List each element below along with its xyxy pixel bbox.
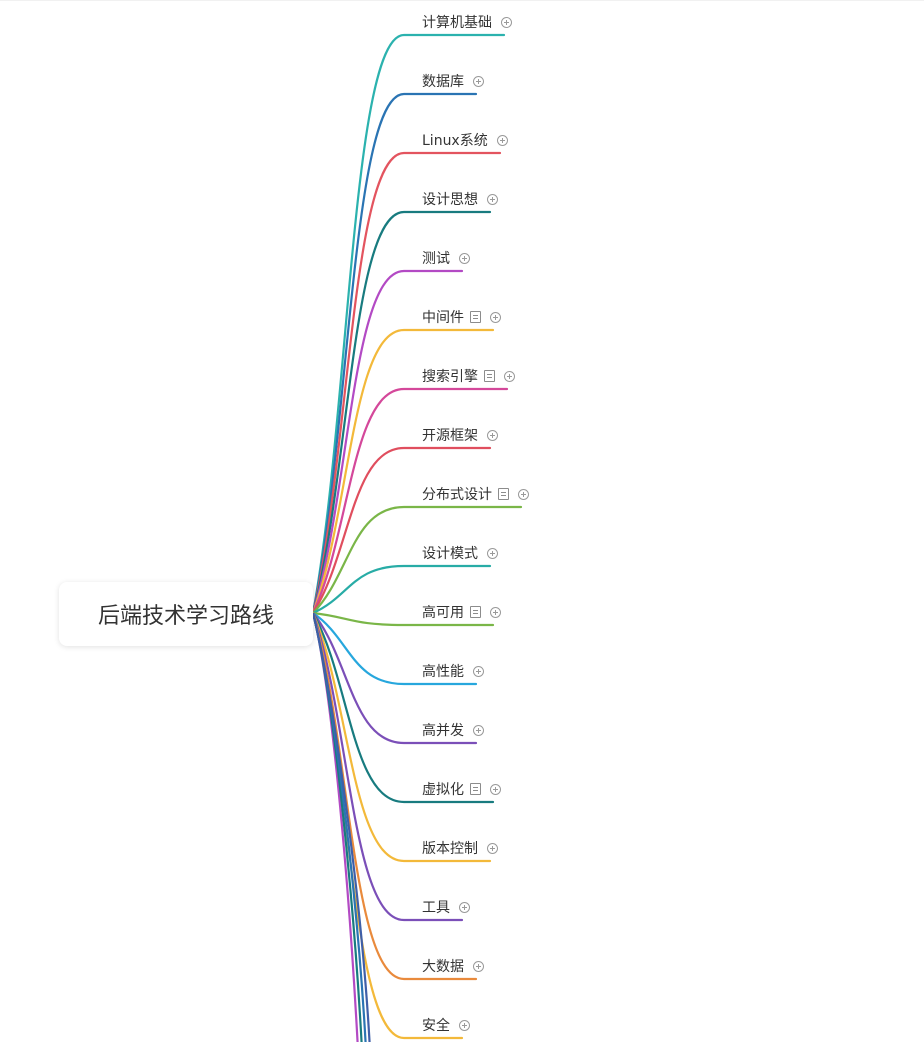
branch-topic[interactable]: Linux系统 bbox=[422, 130, 508, 150]
branch-topic-label: 工具 bbox=[422, 900, 450, 916]
branch-topic-label: 数据库 bbox=[422, 74, 464, 90]
branch-topic-label: 大数据 bbox=[422, 959, 464, 975]
expand-plus-icon[interactable] bbox=[473, 665, 484, 677]
branch-connector bbox=[311, 505, 523, 615]
branch-topic[interactable]: 设计模式 bbox=[422, 543, 498, 563]
branch-topic-label: 测试 bbox=[422, 251, 450, 267]
branch-connector bbox=[311, 564, 492, 615]
expand-plus-icon[interactable] bbox=[490, 311, 501, 323]
branch-topic[interactable]: 虚拟化 bbox=[422, 779, 501, 799]
top-divider bbox=[0, 0, 924, 1]
branch-topic-label: 高性能 bbox=[422, 664, 464, 680]
branch-topic[interactable]: 版本控制 bbox=[422, 838, 498, 858]
branch-topic[interactable]: 测试 bbox=[422, 248, 470, 268]
expand-plus-icon[interactable] bbox=[490, 783, 501, 795]
branch-connector bbox=[311, 151, 502, 615]
branch-topic[interactable]: 工具 bbox=[422, 897, 470, 917]
expand-plus-icon[interactable] bbox=[473, 75, 484, 87]
branch-connector bbox=[311, 611, 495, 627]
branch-topic-label: 高并发 bbox=[422, 723, 464, 739]
note-icon[interactable] bbox=[470, 783, 481, 795]
branch-topic[interactable]: 安全 bbox=[422, 1015, 470, 1035]
expand-plus-icon[interactable] bbox=[490, 606, 501, 618]
note-icon[interactable] bbox=[484, 370, 495, 382]
branch-connector bbox=[311, 387, 509, 615]
expand-plus-icon[interactable] bbox=[487, 842, 498, 854]
offscreen-branch-connector bbox=[311, 612, 371, 1042]
root-topic-label: 后端技术学习路线 bbox=[97, 604, 274, 629]
branch-topic-label: 版本控制 bbox=[422, 841, 478, 857]
branch-connector bbox=[311, 328, 495, 615]
branch-connector bbox=[311, 210, 492, 615]
note-icon[interactable] bbox=[498, 488, 509, 500]
note-icon[interactable] bbox=[470, 606, 481, 618]
expand-plus-icon[interactable] bbox=[459, 252, 470, 264]
branch-topic[interactable]: 开源框架 bbox=[422, 425, 498, 445]
branch-connector bbox=[311, 611, 478, 686]
branch-connector bbox=[311, 611, 495, 804]
branch-topic-label: 高可用 bbox=[422, 605, 464, 621]
branch-topic[interactable]: 设计思想 bbox=[422, 189, 498, 209]
branch-connector bbox=[311, 611, 492, 863]
branch-topic[interactable]: 数据库 bbox=[422, 71, 484, 91]
branch-connector bbox=[311, 33, 506, 615]
branch-connector bbox=[311, 611, 478, 745]
branch-topic-label: 设计思想 bbox=[422, 192, 478, 208]
root-topic[interactable]: 后端技术学习路线 bbox=[59, 582, 313, 646]
branch-connector bbox=[311, 611, 464, 922]
branch-topic-label: Linux系统 bbox=[422, 133, 488, 149]
expand-plus-icon[interactable] bbox=[518, 488, 529, 500]
branch-topic[interactable]: 高可用 bbox=[422, 602, 501, 622]
expand-plus-icon[interactable] bbox=[487, 193, 498, 205]
branch-topic-label: 开源框架 bbox=[422, 428, 478, 444]
expand-plus-icon[interactable] bbox=[459, 1019, 470, 1031]
branch-connector bbox=[311, 269, 464, 615]
expand-plus-icon[interactable] bbox=[496, 134, 508, 146]
branch-topic-label: 分布式设计 bbox=[422, 487, 492, 503]
branch-connector bbox=[311, 92, 478, 615]
note-icon[interactable] bbox=[470, 311, 481, 323]
expand-plus-icon[interactable] bbox=[473, 724, 484, 736]
branch-topic-label: 虚拟化 bbox=[422, 782, 464, 798]
expand-plus-icon[interactable] bbox=[501, 16, 512, 28]
expand-plus-icon[interactable] bbox=[504, 370, 515, 382]
branch-topic[interactable]: 高并发 bbox=[422, 720, 484, 740]
expand-plus-icon[interactable] bbox=[473, 960, 484, 972]
branch-connector bbox=[311, 446, 492, 615]
branch-topic-label: 搜索引擎 bbox=[422, 369, 478, 385]
branch-topic[interactable]: 大数据 bbox=[422, 956, 484, 976]
expand-plus-icon[interactable] bbox=[487, 429, 498, 441]
branch-topic[interactable]: 分布式设计 bbox=[422, 484, 529, 504]
branch-topic[interactable]: 计算机基础 bbox=[422, 12, 512, 32]
branch-topic-label: 安全 bbox=[422, 1018, 450, 1034]
branch-topic-label: 中间件 bbox=[422, 310, 464, 326]
branch-topic[interactable]: 搜索引擎 bbox=[422, 366, 515, 386]
branch-topic[interactable]: 高性能 bbox=[422, 661, 484, 681]
branch-topic-label: 计算机基础 bbox=[422, 15, 492, 31]
branch-topic-label: 设计模式 bbox=[422, 546, 478, 562]
branch-connector bbox=[311, 611, 478, 981]
branch-topic[interactable]: 中间件 bbox=[422, 307, 501, 327]
expand-plus-icon[interactable] bbox=[459, 901, 470, 913]
expand-plus-icon[interactable] bbox=[487, 547, 498, 559]
